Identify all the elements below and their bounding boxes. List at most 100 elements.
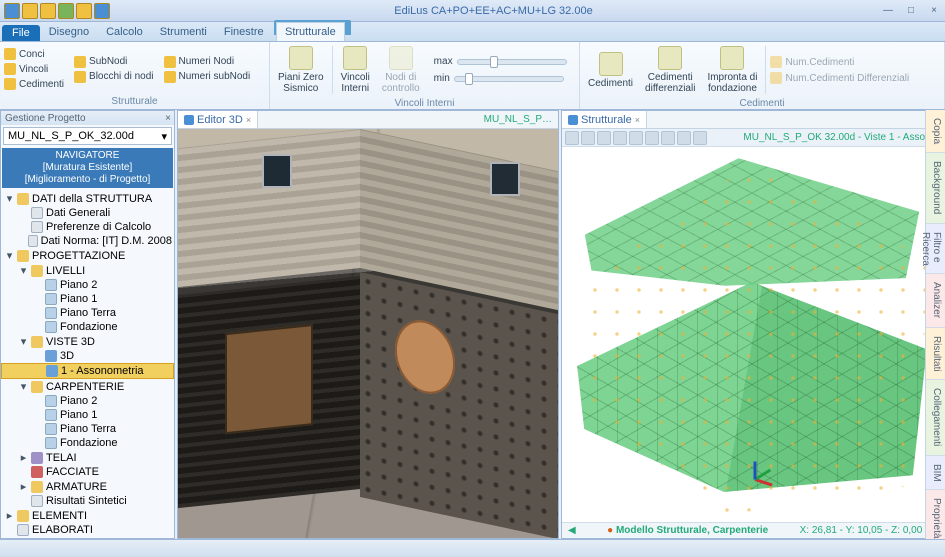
qat-new-icon[interactable] [4,3,20,19]
subnodi-icon [74,56,86,68]
viewport-right-tab[interactable]: Strutturale × [562,111,647,128]
vtb-8[interactable] [677,131,691,145]
tree-node[interactable]: ▾DATI della STRUTTURA [1,191,174,206]
qat-save-icon[interactable] [40,3,56,19]
tree-node[interactable]: ▾VISTE 3D [1,334,174,349]
qat-open-icon[interactable] [22,3,38,19]
ribbon-vincoli-interni[interactable]: Vincoli Interni [337,44,374,96]
viewport-left-tab[interactable]: Editor 3D × [178,111,258,128]
project-combo[interactable]: MU_NL_S_P_OK_32.00d ▾ [3,127,172,145]
tab-strumenti[interactable]: Strumenti [152,23,215,41]
vtb-4[interactable] [613,131,627,145]
project-tree[interactable]: ▾DATI della STRUTTURADati GeneraliPrefer… [1,189,174,538]
tree-node[interactable]: Risultati Sintetici [1,494,174,508]
viewport-left-tab-close[interactable]: × [246,115,251,125]
tree-node[interactable]: Piano 1 [1,292,174,306]
rtab-copia[interactable]: Copia [926,110,945,153]
tree-grid-icon [45,307,57,319]
vtb-3[interactable] [597,131,611,145]
slider-max[interactable] [457,59,567,65]
tree-folder-icon [17,250,29,262]
tree-node[interactable]: ELABORATI [1,523,174,537]
viewport-right-tab-close[interactable]: × [635,115,640,125]
tab-disegno[interactable]: Disegno [41,23,97,41]
vtb-9[interactable] [693,131,707,145]
tree-node[interactable]: Piano 2 [1,394,174,408]
slider-min[interactable] [454,76,564,82]
maximize-button[interactable]: □ [900,4,922,18]
ribbon-numnodi[interactable]: Numeri Nodi [164,56,251,68]
qat-redo-icon[interactable] [94,3,110,19]
rtab-filtro[interactable]: Filtro e Ricerca [926,224,945,275]
scroll-left-icon[interactable]: ◀ [568,525,576,536]
project-panel-close[interactable]: × [165,113,174,124]
tree-node-label: PROGETTAZIONE [32,250,125,262]
viewport-left-canvas[interactable] [178,129,558,538]
rtab-bim[interactable]: BIM [926,456,945,491]
tree-node[interactable]: Dati Norma: [IT] D.M. 2008 [1,234,174,248]
tree-twisty[interactable]: ▸ [19,451,28,464]
viewport-left-crumb[interactable]: MU_NL_S_P… [484,114,558,125]
tree-node[interactable]: ▸ARMATURE [1,479,174,494]
viewport-right-crumb[interactable]: MU_NL_S_P_OK 32.00d - Viste 1 - Asso… [709,132,939,143]
ribbon-subnodi[interactable]: SubNodi [74,56,153,68]
tree-node[interactable]: ▾LIVELLI [1,263,174,278]
close-button[interactable]: × [923,4,945,18]
rtab-analizer[interactable]: Analizer [926,274,945,327]
ribbon-numsubnodi[interactable]: Numeri subNodi [164,71,251,83]
vtb-6[interactable] [645,131,659,145]
tree-node[interactable]: RISULTATI del CALCOLO [1,537,174,538]
tree-node[interactable]: Piano 1 [1,408,174,422]
tree-node[interactable]: Fondazione [1,320,174,334]
tree-node[interactable]: Preferenze di Calcolo [1,220,174,234]
vtb-5[interactable] [629,131,643,145]
tab-strutturale[interactable]: Strutturale [276,22,345,41]
ribbon-blocchi[interactable]: Blocchi di nodi [74,71,153,83]
tree-node[interactable]: ▾ PROGETTAZIONE [1,248,174,263]
tree-node-label: Piano Terra [60,423,116,435]
tree-cube-icon [45,350,57,362]
tree-twisty[interactable]: ▾ [19,380,28,393]
tree-twisty[interactable]: ▸ [19,480,28,493]
ribbon-ced-diff[interactable]: Cedimenti differenziali [641,44,699,96]
viewport-right-canvas[interactable] [562,147,942,522]
ced-icon [599,52,623,76]
tree-node[interactable]: ▸TELAI [1,450,174,465]
ribbon-cedimenti[interactable]: Cedimenti [4,78,64,90]
cedimenti-icon [4,78,16,90]
tab-calcolo[interactable]: Calcolo [98,23,151,41]
tree-node[interactable]: Dati Generali [1,206,174,220]
tree-node[interactable]: Piano Terra [1,422,174,436]
qat-undo-icon[interactable] [76,3,92,19]
tree-node[interactable]: Piano 2 [1,278,174,292]
tree-node[interactable]: Piano Terra [1,306,174,320]
tree-node[interactable]: ▸ELEMENTI [1,508,174,523]
rtab-collegamenti[interactable]: Collegamenti [926,380,945,455]
tree-node[interactable]: ▾CARPENTERIE [1,379,174,394]
vtb-2[interactable] [581,131,595,145]
tree-node[interactable]: Fondazione [1,436,174,450]
tree-twisty[interactable]: ▾ [19,335,28,348]
vtb-7[interactable] [661,131,675,145]
tree-twisty[interactable]: ▸ [5,509,14,522]
tab-finestre[interactable]: Finestre [216,23,272,41]
file-menu[interactable]: File [2,25,40,41]
minimize-button[interactable]: — [877,4,899,18]
qat-print-icon[interactable] [58,3,74,19]
ribbon-ced[interactable]: Cedimenti [584,50,637,91]
quick-access-toolbar [0,3,110,19]
tree-twisty[interactable]: ▾ [5,192,14,205]
tree-twisty[interactable]: ▾ [5,249,14,262]
ribbon-pianizero[interactable]: Piani Zero Sismico [274,44,328,96]
ribbon-vincoli[interactable]: Vincoli [4,63,64,75]
vtb-1[interactable] [565,131,579,145]
ribbon-impronta[interactable]: Impronta di fondazione [703,44,761,96]
tree-twisty[interactable]: ▾ [19,264,28,277]
tree-node-label: Piano 1 [60,409,97,421]
rtab-risultati[interactable]: Risultati [926,328,945,381]
tree-node[interactable]: 3D [1,349,174,363]
tree-node[interactable]: FACCIATE [1,465,174,479]
tree-node[interactable]: 1 - Assonometria [1,363,174,379]
rtab-background[interactable]: Background [926,153,945,223]
ribbon-conci[interactable]: Conci [4,48,64,60]
